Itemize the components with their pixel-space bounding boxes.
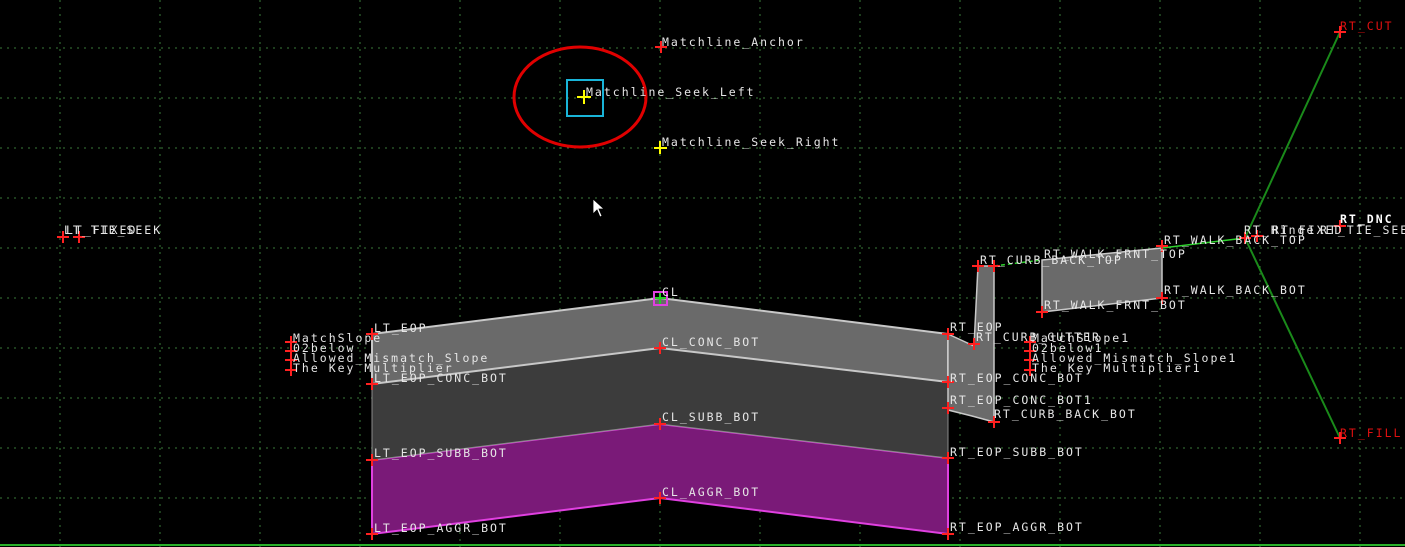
marker-rt-walk-back-bot bbox=[1156, 292, 1168, 304]
label-rt-fill: RT_FILL bbox=[1340, 426, 1402, 440]
label-rt-curb-back-top: RT_CURB_BACK_TOP bbox=[980, 253, 1123, 267]
label-lt-eop-conc-bot: LT_EOP_CONC_BOT bbox=[374, 371, 508, 385]
marker-lt-eop bbox=[366, 328, 378, 340]
marker-cl[interactable] bbox=[655, 293, 666, 304]
label-rt-eop-subb-bot: RT_EOP_SUBB_BOT bbox=[950, 445, 1084, 459]
marker-lt-eop-aggr-bot bbox=[366, 528, 378, 540]
marker-lt-fixed bbox=[73, 231, 85, 243]
cut-slope-line[interactable] bbox=[1244, 31, 1341, 239]
label-lt-2below: 02below bbox=[293, 341, 355, 355]
cl-selection-box[interactable] bbox=[653, 291, 668, 306]
marker-cl-conc-bot bbox=[654, 342, 666, 354]
label-rt-walk-frnt-top: RT_WALK_FRNT_TOP bbox=[1044, 247, 1187, 261]
label-cl-subb-bot: CL_SUBB_BOT bbox=[662, 410, 760, 424]
marker-rt-dnc bbox=[1334, 220, 1346, 232]
curb-walk-link[interactable] bbox=[993, 259, 1043, 267]
label-matchline-seek-right: Matchline_Seek_Right bbox=[662, 135, 840, 149]
label-rt-hinge: RT_Hinge bbox=[1244, 223, 1315, 237]
marker-matchline-anchor bbox=[655, 41, 667, 53]
label-lt-eop-subb-bot: LT_EOP_SUBB_BOT bbox=[374, 446, 508, 460]
marker-cl-subb-bot bbox=[654, 418, 666, 430]
marker-rt-curb-back-bot bbox=[988, 416, 1000, 428]
fill-slope-line[interactable] bbox=[1244, 237, 1341, 439]
label-lt-fixed: LT_FIXED bbox=[66, 223, 137, 237]
label-rt-cut: RT_CUT bbox=[1340, 19, 1394, 33]
label-rt-eop-conc-bot1: RT_EOP_CONC_BOT1 bbox=[950, 393, 1093, 407]
label-rt-match-slope: MatchSlope1 bbox=[1032, 331, 1130, 345]
label-matchline-anchor: Matchline_Anchor bbox=[662, 35, 805, 49]
marker-rt-cut bbox=[1334, 26, 1346, 38]
label-cl-aggr-bot: CL_AGGR_BOT bbox=[662, 485, 760, 499]
label-rt-curb-back-bot: RT_CURB_BACK_BOT bbox=[994, 407, 1137, 421]
marker-rt-eop bbox=[942, 328, 954, 340]
selection-box[interactable] bbox=[566, 79, 604, 117]
label-lt-match-slope: MatchSlope bbox=[293, 331, 382, 345]
label-lt-key-multiplier: The Key Multiplier bbox=[293, 361, 454, 375]
label-rt-eop-aggr-bot: RT_EOP_AGGR_BOT bbox=[950, 520, 1084, 534]
mouse-cursor-icon bbox=[592, 198, 606, 218]
marker-matchline-seek-right[interactable] bbox=[654, 141, 667, 154]
marker-rt-curb-gutter bbox=[968, 338, 980, 350]
marker-rt-param-4 bbox=[1024, 364, 1036, 376]
curb-component[interactable] bbox=[947, 265, 995, 423]
label-rt-allowed-mismatch: Allowed_Mismatch_Slope1 bbox=[1032, 351, 1237, 365]
marker-rt-eop-aggr-bot bbox=[942, 528, 954, 540]
label-rt-curb-gutter: RT_CURB_GUTTER bbox=[976, 330, 1101, 344]
marker-rt-fill bbox=[1334, 432, 1346, 444]
label-rt-walk-back-top: RT_WALK_BACK_TOP bbox=[1164, 233, 1307, 247]
marker-rt-eop-conc-bot1 bbox=[942, 402, 954, 414]
label-cl: CL bbox=[662, 285, 680, 299]
label-cl-conc-bot: CL_CONC_BOT bbox=[662, 335, 760, 349]
marker-rt-fixed bbox=[1251, 230, 1263, 242]
marker-rt-eop-conc-bot bbox=[942, 376, 954, 388]
marker-rt-walk-back-top bbox=[1156, 240, 1168, 252]
label-lt-eop: LT_EOP bbox=[374, 321, 428, 335]
label-rt-fixed: RT_FIXED bbox=[1272, 223, 1343, 237]
marker-lt-eop-subb-bot bbox=[366, 454, 378, 466]
walk-hinge-link[interactable] bbox=[1161, 237, 1246, 249]
marker-rt-curb-back-top bbox=[972, 260, 984, 272]
label-rt-key-multiplier: The Key Multiplier1 bbox=[1032, 361, 1202, 375]
marker-rt-hinge bbox=[1239, 232, 1251, 244]
label-rt-walk-back-bot: RT_WALK_BACK_BOT bbox=[1164, 283, 1307, 297]
label-rt-2below: 02below1 bbox=[1032, 341, 1103, 355]
marker-lt-tie-seek bbox=[57, 231, 69, 243]
label-lt-allowed-mismatch: Allowed_Mismatch_Slope bbox=[293, 351, 489, 365]
marker-cl-aggr-bot bbox=[654, 492, 666, 504]
highlight-circle bbox=[512, 45, 648, 149]
marker-rt-curb-back-top-2 bbox=[988, 260, 1000, 272]
marker-rt-walk-frnt-bot bbox=[1036, 306, 1048, 318]
point-markers[interactable] bbox=[57, 26, 1346, 540]
label-rt-dnc: RT_DNC bbox=[1340, 212, 1394, 227]
marker-lt-eop-conc-bot bbox=[366, 378, 378, 390]
marker-rt-eop-subb-bot bbox=[942, 452, 954, 464]
marker-matchline-seek-left[interactable] bbox=[577, 90, 591, 104]
label-matchline-seek-left: Matchline_Seek_Left bbox=[586, 85, 756, 99]
label-rt-eop: RT_EOP bbox=[950, 320, 1004, 334]
label-lt-tie-seek: LT_TIE_SEEK bbox=[64, 223, 162, 237]
label-lt-eop-aggr-bot: LT_EOP_AGGR_BOT bbox=[374, 521, 508, 535]
label-rt-eop-conc-bot: RT_EOP_CONC_BOT bbox=[950, 371, 1084, 385]
marker-lt-param-4 bbox=[285, 364, 297, 376]
label-rt-walk-frnt-bot: RT_WALK_FRNT_BOT bbox=[1044, 298, 1187, 312]
label-rt-tie-seek: RT_TIE_SEEK bbox=[1320, 223, 1405, 237]
